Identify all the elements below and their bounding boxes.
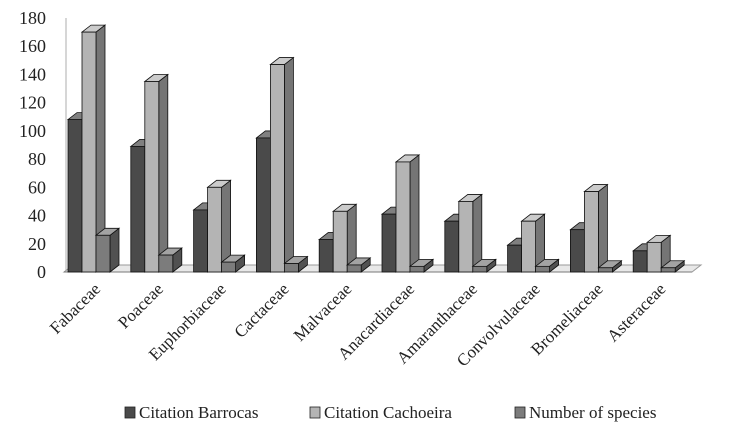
x-label-malvaceae: Malvaceae bbox=[290, 279, 355, 344]
bar-citation-cachoeira-cactaceae bbox=[269, 56, 295, 273]
legend-label: Number of species bbox=[529, 403, 656, 422]
x-label-fabaceae: Fabaceae bbox=[46, 279, 104, 337]
y-tick-label-180: 180 bbox=[19, 8, 46, 28]
legend-swatch bbox=[514, 406, 526, 419]
bar-number-of-species-convolvulaceae bbox=[534, 258, 560, 273]
y-tick-label-140: 140 bbox=[19, 64, 46, 84]
y-tick-label-40: 40 bbox=[28, 206, 46, 226]
bar-citation-cachoeira-bromeliaceae bbox=[583, 183, 609, 273]
bar-number-of-species-amaranthaceae bbox=[471, 258, 497, 273]
legend-label: Citation Cachoeira bbox=[324, 403, 452, 422]
legend-swatch bbox=[309, 406, 321, 419]
bar-number-of-species-cactaceae bbox=[283, 255, 309, 273]
y-tick-label-80: 80 bbox=[28, 149, 46, 169]
legend-swatch bbox=[124, 406, 136, 419]
y-tick-label-0: 0 bbox=[37, 262, 46, 282]
x-label-asteraceae: Asteraceae bbox=[603, 279, 669, 345]
bars-group bbox=[66, 24, 686, 273]
legend-item-number-of-species: Number of species bbox=[514, 403, 656, 422]
legend: Citation Barrocas Citation Cachoeira Numbe… bbox=[124, 403, 656, 422]
bar-citation-cachoeira-fabaceae bbox=[80, 24, 107, 273]
x-label-poaceae: Poaceae bbox=[114, 279, 167, 332]
bar-number-of-species-poaceae bbox=[157, 247, 183, 273]
legend-item-citation-cachoeira: Citation Cachoeira bbox=[309, 403, 452, 422]
bar-number-of-species-asteraceae bbox=[660, 259, 686, 273]
bar-citation-cachoeira-convolvulaceae bbox=[520, 213, 546, 273]
bar-number-of-species-euphorbiaceae bbox=[220, 254, 246, 273]
bar-number-of-species-fabaceae bbox=[94, 227, 121, 273]
bar-citation-cachoeira-amaranthaceae bbox=[457, 193, 483, 273]
bar-citation-cachoeira-malvaceae bbox=[332, 203, 358, 273]
legend-item-citation-barrocas: Citation Barrocas bbox=[124, 403, 258, 422]
bar-number-of-species-malvaceae bbox=[346, 257, 372, 273]
bar-number-of-species-anacardiaceae bbox=[408, 258, 435, 273]
bar-citation-cachoeira-anacardiaceae bbox=[394, 154, 421, 273]
bar-citation-cachoeira-poaceae bbox=[143, 73, 169, 273]
bar-number-of-species-bromeliaceae bbox=[597, 259, 623, 273]
y-axis: 0 20 40 60 80 100 120 140 160 180 bbox=[19, 8, 67, 282]
y-tick-label-120: 120 bbox=[19, 93, 46, 113]
y-tick-label-100: 100 bbox=[19, 121, 46, 141]
y-tick-label-60: 60 bbox=[28, 177, 46, 197]
y-tick-label-160: 160 bbox=[19, 36, 46, 56]
y-tick-label-20: 20 bbox=[28, 234, 46, 254]
legend-label: Citation Barrocas bbox=[139, 403, 258, 422]
x-label-cactaceae: Cactaceae bbox=[230, 279, 292, 341]
